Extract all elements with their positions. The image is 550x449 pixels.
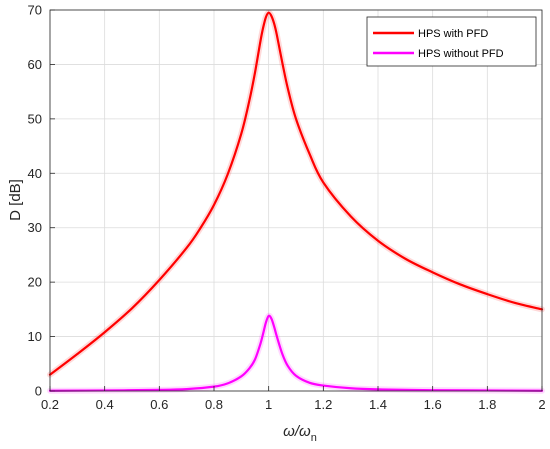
x-tick-label: 1.2 [314,397,332,412]
x-axis-label-subscript: n [311,432,317,444]
plot-background [50,10,542,391]
y-tick-label: 20 [28,275,42,290]
y-axis-label: D [dB] [7,179,24,221]
y-tick-label: 40 [28,166,42,181]
y-tick-label: 70 [28,3,42,18]
x-tick-label: 0.2 [41,397,59,412]
x-tick-label: 1 [265,397,272,412]
x-tick-label: 1.8 [478,397,496,412]
y-tick-label: 0 [35,384,42,399]
legend: HPS with PFD HPS without PFD [366,16,537,67]
plot-frame [49,9,543,392]
y-tick-label: 50 [28,111,42,126]
series-line-hps-without-pfd [48,314,544,392]
legend-box [366,16,537,67]
x-tick-label: 0.6 [150,397,168,412]
legend-label-hps-with-pfd: HPS with PFD [418,28,488,40]
y-tick-label: 60 [28,57,42,72]
x-axis-ticks: 0.2 0.4 0.6 0.8 1 1.2 1.4 1.6 1.8 2 [41,386,546,412]
y-axis-ticks: 0 10 20 30 40 50 60 70 [28,3,55,399]
y-tick-label: 30 [28,220,42,235]
x-axis-label: ω/ωn [283,423,317,444]
y-tick-label: 10 [28,329,42,344]
legend-label-hps-without-pfd: HPS without PFD [418,48,504,60]
x-tick-label: 1.4 [369,397,387,412]
x-tick-label: 2 [538,397,545,412]
series-line-hps-with-pfd [48,11,544,376]
x-tick-label: 1.6 [424,397,442,412]
series-lines [47,9,545,394]
x-tick-label: 0.8 [205,397,223,412]
x-tick-label: 0.4 [96,397,114,412]
